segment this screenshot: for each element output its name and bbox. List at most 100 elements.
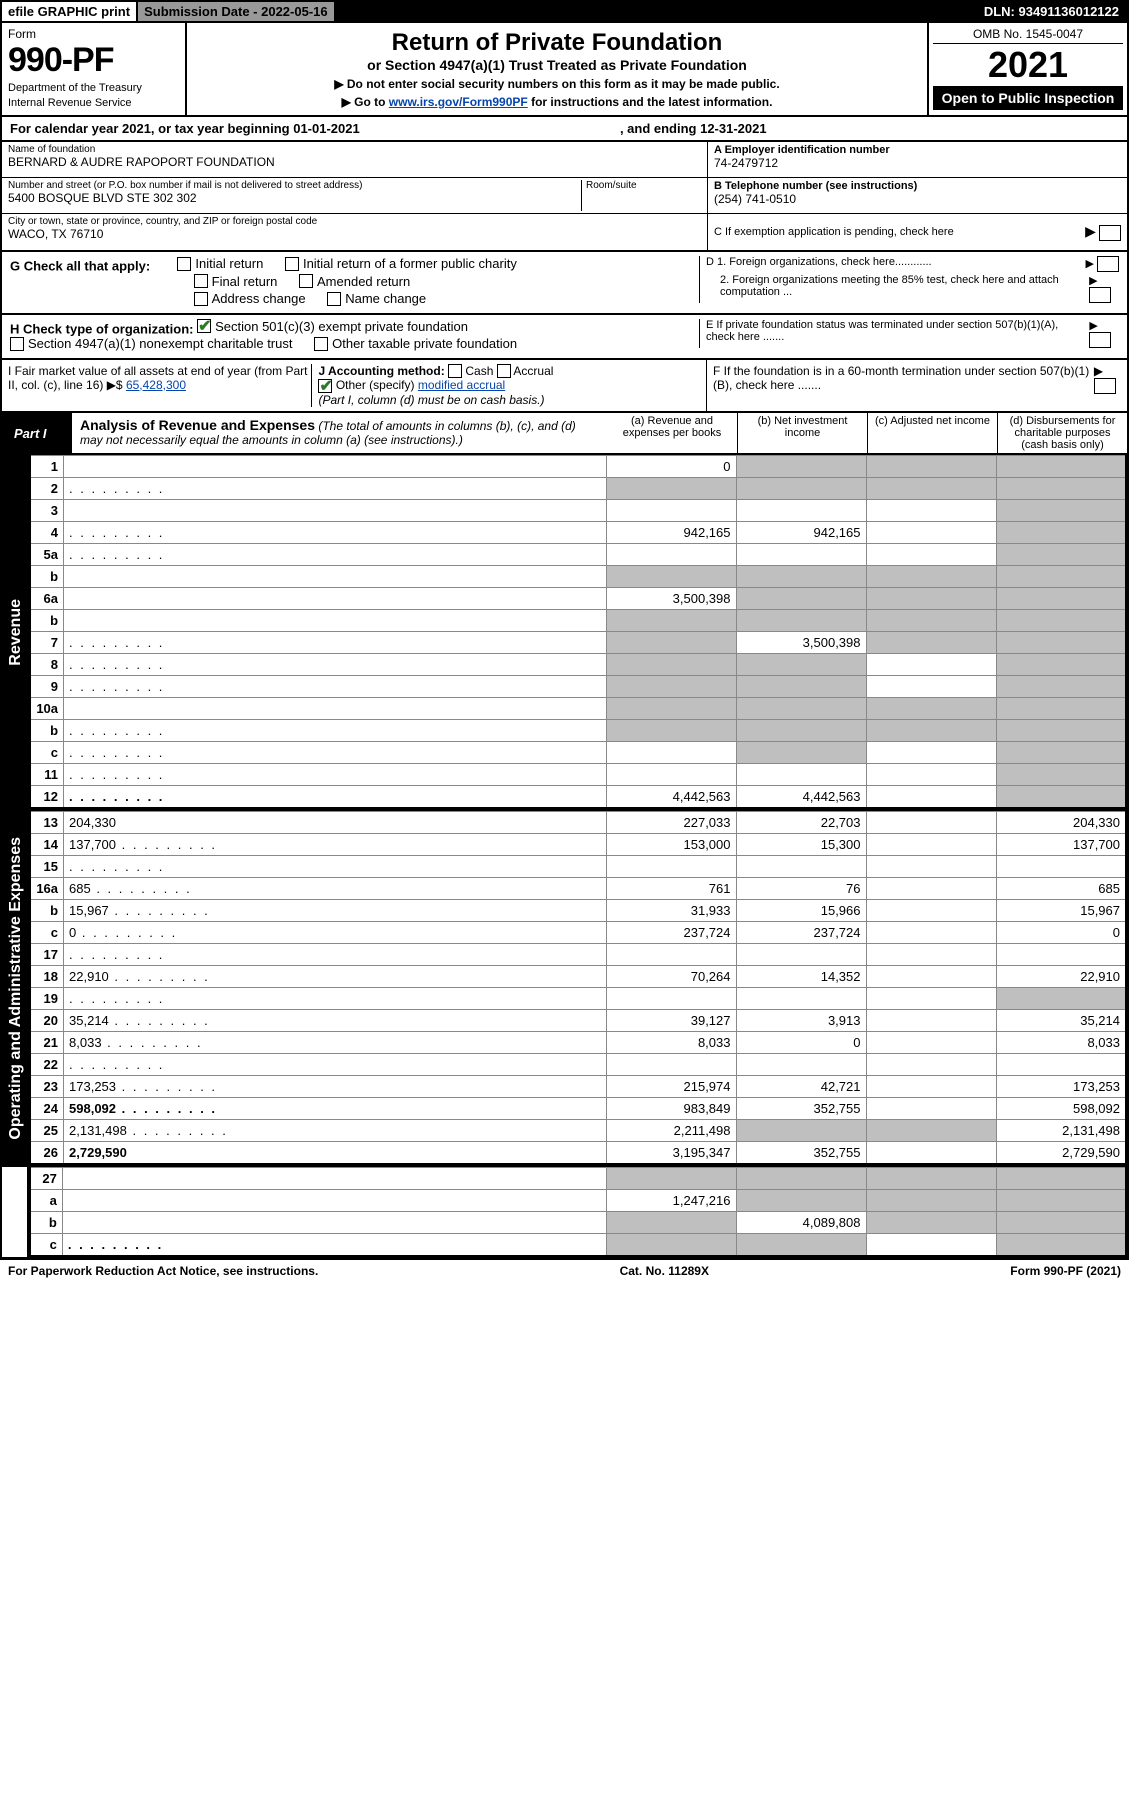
col-d-value <box>996 500 1126 522</box>
col-d-value: 35,214 <box>996 1010 1126 1032</box>
chk-cash[interactable]: Cash <box>448 364 493 378</box>
foundation-name: BERNARD & AUDRE RAPOPORT FOUNDATION <box>8 155 701 169</box>
line-description <box>64 610 606 632</box>
line-number: b <box>30 900 63 922</box>
col-d-value: 173,253 <box>996 1076 1126 1098</box>
table-row: 22 <box>30 1054 1126 1076</box>
col-b-value: 14,352 <box>736 966 866 988</box>
expenses-section: Operating and Administrative Expenses 13… <box>0 811 1129 1167</box>
line-number: 23 <box>30 1076 63 1098</box>
page-footer: For Paperwork Reduction Act Notice, see … <box>0 1259 1129 1282</box>
chk-4947[interactable]: Section 4947(a)(1) nonexempt charitable … <box>10 336 292 351</box>
line-number: 27 <box>30 1168 62 1190</box>
table-row: 252,131,4982,211,4982,131,498 <box>30 1120 1126 1142</box>
line-number: 21 <box>30 1032 63 1054</box>
col-b-value <box>736 456 866 478</box>
dept-treasury: Department of the Treasury <box>8 82 179 95</box>
col-c-value <box>866 1076 996 1098</box>
line-number: c <box>30 742 63 764</box>
e-checkbox[interactable] <box>1089 332 1111 348</box>
col-c-value <box>866 1234 996 1257</box>
col-b-value <box>736 1054 866 1076</box>
c-checkbox[interactable] <box>1099 225 1121 241</box>
chk-final[interactable]: Final return <box>194 274 278 289</box>
header-left: Form 990-PF Department of the Treasury I… <box>2 23 187 115</box>
f-checkbox[interactable] <box>1094 378 1116 394</box>
col-a-value: 39,127 <box>606 1010 736 1032</box>
chk-addr-change[interactable]: Address change <box>194 291 306 306</box>
line-number: 4 <box>30 522 63 544</box>
line-description <box>64 988 606 1010</box>
chk-name-change[interactable]: Name change <box>327 291 426 306</box>
line-description <box>64 478 606 500</box>
table-row: c <box>30 742 1126 764</box>
line-number: b <box>30 566 63 588</box>
line-description <box>64 456 606 478</box>
d2-label: 2. Foreign organizations meeting the 85%… <box>706 274 1089 303</box>
col-c-value <box>866 500 996 522</box>
table-row: 13204,330227,03322,703204,330 <box>30 812 1126 834</box>
line-number: 2 <box>30 478 63 500</box>
expenses-table: 13204,330227,03322,703204,33014137,70015… <box>29 811 1127 1165</box>
table-row: 14137,700153,00015,300137,700 <box>30 834 1126 856</box>
line-number: 17 <box>30 944 63 966</box>
col-a-value <box>606 1054 736 1076</box>
form990pf-link[interactable]: www.irs.gov/Form990PF <box>389 95 528 109</box>
revenue-section: Revenue 10234942,165942,1655ab6a3,500,39… <box>0 455 1129 811</box>
col-b-value: 237,724 <box>736 922 866 944</box>
table-row: 1822,91070,26414,35222,910 <box>30 966 1126 988</box>
col-c-value <box>866 1190 996 1212</box>
d1-checkbox[interactable] <box>1097 256 1119 272</box>
chk-accrual[interactable]: Accrual <box>497 364 554 378</box>
j-label: J Accounting method: <box>318 364 444 378</box>
col-d-value: 204,330 <box>996 812 1126 834</box>
chk-other-taxable[interactable]: Other taxable private foundation <box>314 336 517 351</box>
line-description <box>64 500 606 522</box>
col-a-value <box>606 1234 736 1257</box>
fmv-value[interactable]: 65,428,300 <box>126 378 186 392</box>
d2-checkbox[interactable] <box>1089 287 1111 303</box>
dln: DLN: 93491136012122 <box>976 2 1127 21</box>
c-label: C If exemption application is pending, c… <box>714 226 954 238</box>
col-a-value <box>606 988 736 1010</box>
col-b-value: 3,500,398 <box>736 632 866 654</box>
line-number: 16a <box>30 878 63 900</box>
col-c-value <box>866 1212 996 1234</box>
col-c-value <box>866 478 996 500</box>
col-b-value <box>736 944 866 966</box>
table-row: b <box>30 566 1126 588</box>
col-d-value: 137,700 <box>996 834 1126 856</box>
ein-value: 74-2479712 <box>714 156 1121 170</box>
col-a-value <box>606 944 736 966</box>
line-number: 12 <box>30 786 63 809</box>
col-b-value <box>736 1190 866 1212</box>
chk-initial-former[interactable]: Initial return of a former public charit… <box>285 256 517 271</box>
col-a-value: 983,849 <box>606 1098 736 1120</box>
col-c-value <box>866 742 996 764</box>
chk-501c3[interactable]: Section 501(c)(3) exempt private foundat… <box>197 319 468 334</box>
chk-initial[interactable]: Initial return <box>177 256 263 271</box>
col-c-value <box>866 654 996 676</box>
col-d-value: 685 <box>996 878 1126 900</box>
table-row: 5a <box>30 544 1126 566</box>
street-address: 5400 BOSQUE BLVD STE 302 302 <box>8 191 581 205</box>
line-description <box>64 654 606 676</box>
addr-label: Number and street (or P.O. box number if… <box>8 180 581 191</box>
line-number: 19 <box>30 988 63 1010</box>
col-c-value <box>866 588 996 610</box>
col-d-value <box>996 988 1126 1010</box>
line-description: 2,729,590 <box>64 1142 606 1165</box>
col-d-value <box>996 588 1126 610</box>
chk-other-method[interactable]: Other (specify) <box>318 378 414 392</box>
chk-amended[interactable]: Amended return <box>299 274 410 289</box>
col-c-value <box>866 522 996 544</box>
line-description <box>64 522 606 544</box>
efile-print[interactable]: efile GRAPHIC print <box>2 2 138 21</box>
phone-block: B Telephone number (see instructions) (2… <box>708 178 1127 214</box>
line-description <box>64 720 606 742</box>
address-block: Number and street (or P.O. box number if… <box>2 178 707 214</box>
col-b-value <box>736 1168 866 1190</box>
line-description <box>64 588 606 610</box>
col-b-value <box>736 720 866 742</box>
entity-info: Name of foundation BERNARD & AUDRE RAPOP… <box>0 142 1129 252</box>
